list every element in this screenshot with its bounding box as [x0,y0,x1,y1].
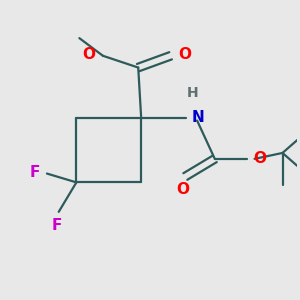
Text: O: O [82,47,95,62]
Text: O: O [178,47,191,62]
Text: O: O [254,151,267,166]
Text: N: N [191,110,204,125]
Text: F: F [52,218,62,233]
Text: F: F [30,165,40,180]
Text: O: O [176,182,189,197]
Text: H: H [186,86,198,100]
